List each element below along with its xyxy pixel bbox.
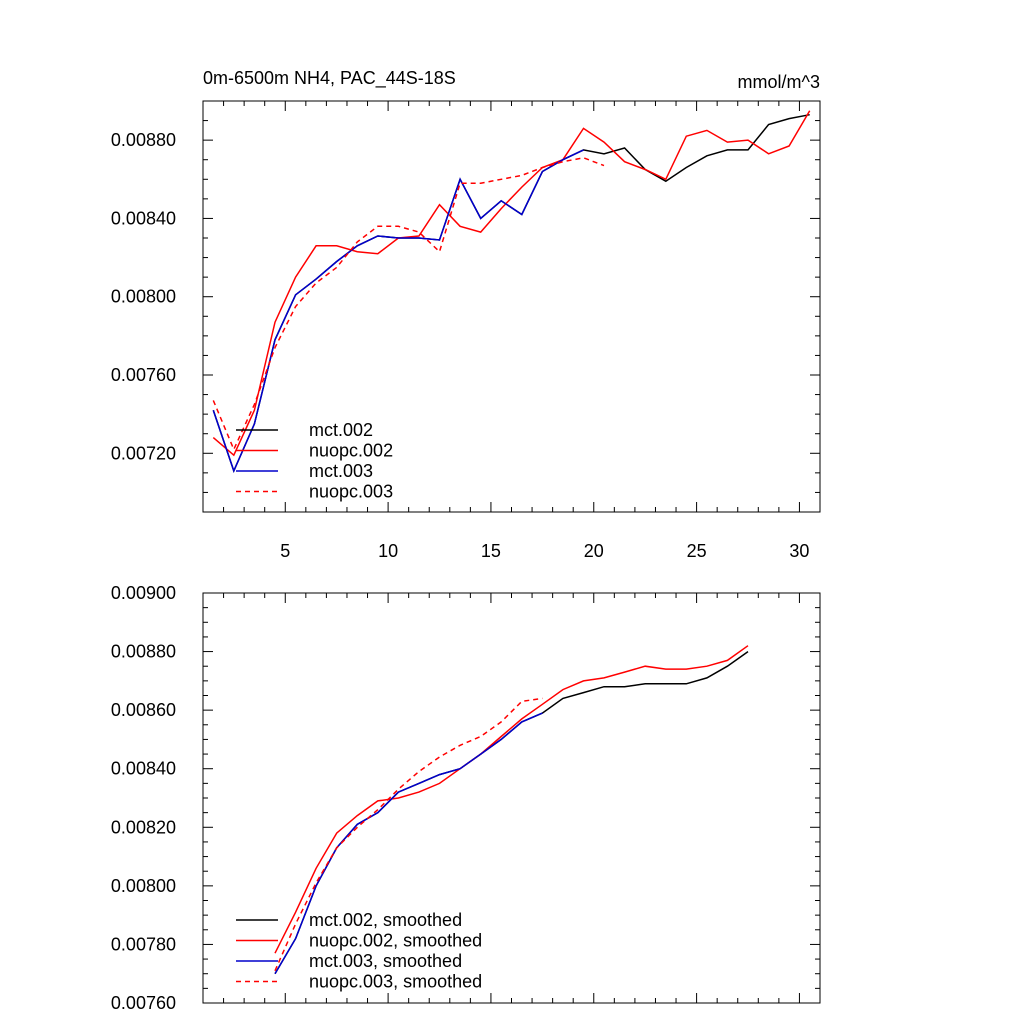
y-tick-label: 0.00800 — [111, 287, 176, 307]
legend-label: mct.003, smoothed — [309, 951, 462, 971]
x-tick-label: 25 — [687, 541, 707, 561]
legend-label: mct.002, smoothed — [309, 910, 462, 930]
series-line-3 — [212, 157, 605, 452]
series-line-2 — [212, 149, 584, 473]
legend-label: nuopc.003 — [309, 482, 393, 502]
y-tick-label: 0.00800 — [111, 876, 176, 896]
x-tick-label: 30 — [789, 541, 809, 561]
y-tick-label: 0.00900 — [111, 583, 176, 603]
x-tick-label: 20 — [584, 541, 604, 561]
series-line-1 — [212, 110, 811, 457]
legend-label: mct.003 — [309, 461, 373, 481]
legend-label: nuopc.003, smoothed — [309, 972, 482, 992]
series-line-3 — [274, 697, 543, 972]
bottom-panel: 0.00760 0.00780 0.00800 0.00820 0.00840 0.008… — [111, 583, 821, 1013]
y-tick-label: 0.00760 — [111, 993, 176, 1013]
x-tick-label: 15 — [481, 541, 501, 561]
series-line-1 — [274, 645, 749, 954]
legend-label: mct.002 — [309, 420, 373, 440]
y-tick-label: 0.00840 — [111, 759, 176, 779]
y-tick-label: 0.00880 — [111, 642, 176, 662]
plot-frame — [202, 592, 821, 1004]
y-tick-label: 0.00860 — [111, 700, 176, 720]
y-tick-label: 0.00780 — [111, 934, 176, 954]
y-tick-label: 0.00840 — [111, 208, 176, 228]
top-panel: 0m-6500m NH4, PAC_44S-18S mmol/m^3 5 10 15… — [111, 68, 821, 561]
x-tick-label: 10 — [378, 541, 398, 561]
top-chart-title: 0m-6500m NH4, PAC_44S-18S — [203, 68, 456, 89]
y-tick-label: 0.00820 — [111, 817, 176, 837]
x-tick-label: 5 — [280, 541, 290, 561]
series-line-0 — [212, 113, 810, 473]
y-tick-label: 0.00720 — [111, 443, 176, 463]
legend-label: nuopc.002 — [309, 441, 393, 461]
y-tick-label: 0.00880 — [111, 130, 176, 150]
legend-label: nuopc.002, smoothed — [309, 931, 482, 951]
y-tick-label: 0.00760 — [111, 365, 176, 385]
series-line-2 — [274, 712, 543, 975]
top-chart-units: mmol/m^3 — [738, 72, 820, 92]
